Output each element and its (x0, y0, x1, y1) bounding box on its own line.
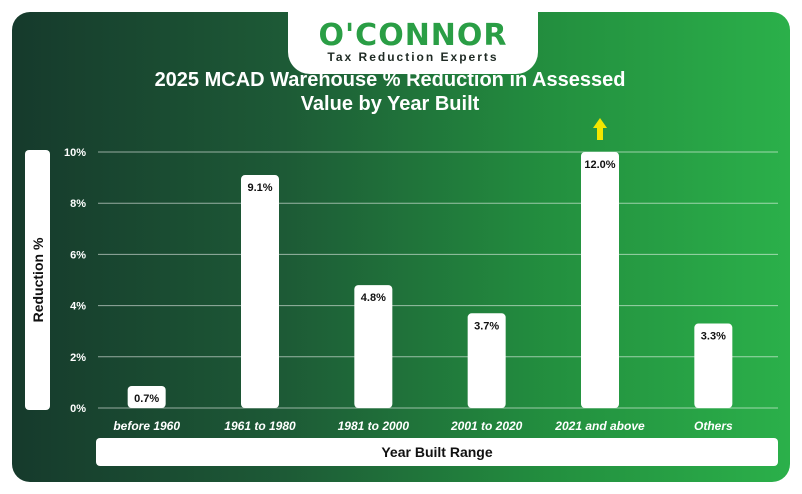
bar (694, 323, 733, 408)
bar (241, 175, 279, 408)
value-label: 0.7% (134, 393, 159, 405)
y-tick-label: 0% (70, 403, 86, 415)
logo-brand: O'CONNOR (318, 18, 508, 53)
x-tick-label: 2001 to 2020 (450, 419, 523, 433)
chart-title-line-1: 2025 MCAD Warehouse % Reduction in Asses… (154, 69, 626, 91)
logo-tagline: Tax Reduction Experts (327, 50, 499, 64)
value-label: 9.1% (247, 182, 272, 194)
x-tick-label: Others (694, 419, 733, 433)
y-tick-labels: 0% 2% 4% 6% 8% 10% (64, 147, 86, 415)
value-label: 3.3% (701, 331, 726, 343)
x-tick-label: 1961 to 1980 (224, 419, 296, 433)
value-labels: 0.7% 9.1% 4.8% 3.7% 12.0% 3.3% (134, 159, 726, 405)
y-tick-label: 4% (70, 301, 86, 313)
up-arrow-shaft (597, 127, 603, 140)
chart-title-line-2: Value by Year Built (300, 93, 480, 115)
logo: O'CONNOR Tax Reduction Experts (288, 12, 538, 74)
value-label: 4.8% (361, 292, 386, 304)
x-tick-label: before 1960 (113, 419, 180, 433)
x-tick-labels: before 1960 1961 to 1980 1981 to 2000 2001 … (113, 419, 733, 433)
chart-title: 2025 MCAD Warehouse % Reduction in Asses… (120, 68, 660, 116)
y-tick-label: 10% (64, 147, 86, 159)
bar (581, 152, 619, 408)
x-tick-label: 2021 and above (554, 419, 645, 433)
y-tick-label: 8% (70, 198, 86, 210)
y-tick-label: 2% (70, 352, 86, 364)
value-label: 12.0% (584, 159, 615, 171)
y-tick-label: 6% (70, 249, 86, 261)
x-axis-label: Year Built Range (96, 438, 778, 466)
bar (467, 313, 506, 408)
value-label: 3.7% (474, 320, 499, 332)
up-arrow-icon (593, 118, 607, 128)
bar (354, 285, 393, 408)
gridlines (98, 151, 778, 409)
overflow-marker (593, 118, 607, 140)
bar (127, 386, 166, 408)
y-axis-label-box (25, 150, 50, 410)
bars (127, 152, 733, 408)
x-tick-label: 1981 to 2000 (338, 419, 410, 433)
